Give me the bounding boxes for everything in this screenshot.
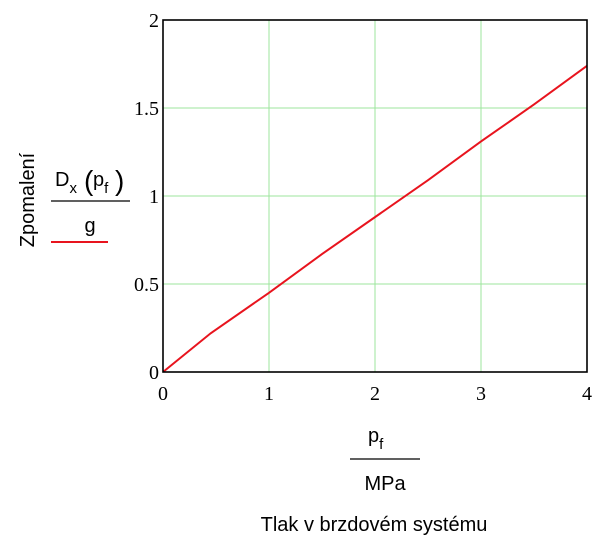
series-layer	[162, 64, 588, 373]
y-axis-fraction-label: Dx ( pf ) g	[51, 165, 130, 243]
y-tick-label: 0	[149, 362, 159, 384]
y-fraction-arg: pf	[93, 169, 109, 197]
x-fraction-denominator: MPa	[364, 473, 406, 495]
x-tick-label: 1	[264, 383, 274, 405]
y-fraction-denominator: g	[84, 215, 95, 237]
x-tick-label: 2	[370, 383, 380, 405]
y-tick-label: 1.5	[134, 98, 159, 120]
x-axis-caption: Tlak v brzdovém systému	[261, 514, 488, 536]
x-tick-label: 0	[158, 383, 168, 405]
y-fraction-open-paren: (	[84, 165, 94, 196]
x-tick-label: 4	[582, 383, 592, 405]
y-fraction-numerator: Dx	[55, 169, 77, 197]
y-tick-label: 1	[149, 186, 159, 208]
x-tick-labels: 0 1 2 3 4	[158, 383, 592, 405]
x-axis-fraction-label: pf MPa	[350, 425, 420, 495]
y-axis-caption: Zpomalení	[17, 152, 39, 247]
series-line	[162, 64, 588, 373]
grid-lines	[163, 20, 587, 372]
y-tick-label: 2	[149, 10, 159, 32]
x-fraction-numerator: pf	[368, 425, 384, 453]
y-tick-labels: 0 0.5 1 1.5 2	[134, 10, 159, 384]
y-tick-label: 0.5	[134, 274, 159, 296]
y-fraction-close-paren: )	[115, 165, 124, 196]
x-tick-label: 3	[476, 383, 486, 405]
plot-frame	[162, 19, 588, 373]
